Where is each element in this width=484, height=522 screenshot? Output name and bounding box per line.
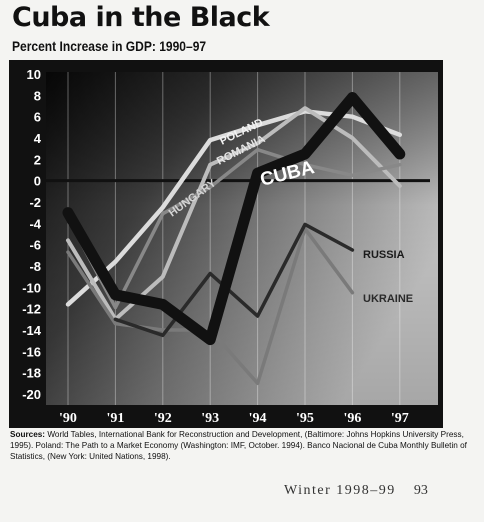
series-line-cuba [62,92,406,346]
x-tick-label: '96 [343,411,361,426]
y-tick-label: 6 [34,110,41,125]
x-tick-label: '90 [59,411,77,426]
y-tick-label: -18 [22,366,41,381]
y-tick-label: -4 [29,216,41,231]
x-tick-label: '94 [249,411,267,426]
x-tick-label: '97 [391,411,409,426]
footer-season: Winter 1998–99 [284,483,396,498]
y-tick-label: -20 [22,387,41,402]
gdp-line-chart: 10 8 6 4 2 0 -2 -4 -6 -8 -10 -12 -14 -16 -18 -20 '90 '91… [9,60,443,428]
y-tick-label: 10 [27,67,41,82]
sources-note: Sources: World Tables, International Ban… [10,429,470,462]
x-tick-label: '92 [154,411,172,426]
chart-title: Cuba in the Black [12,2,270,33]
series-label-ukraine: UKRAINE [363,293,413,305]
y-tick-label: -10 [22,280,41,295]
y-tick-label: 0 [34,174,41,189]
series-label-russia: RUSSIA [363,249,405,261]
y-tick-label: -2 [29,195,41,210]
x-tick-label: '93 [201,411,219,426]
series-line-russia [113,222,355,338]
y-tick-label: 2 [34,152,41,167]
x-tick-label: '91 [106,411,124,426]
series-line-poland [65,109,403,307]
y-tick-label: -12 [22,302,41,317]
y-tick-label: -8 [29,259,41,274]
series-line-romania [66,106,402,322]
sources-text: World Tables, International Bank for Rec… [10,430,467,461]
x-tick-label: '95 [296,411,314,426]
page-number: 93 [413,483,428,498]
y-tick-label: -16 [22,344,41,359]
y-tick-label: 8 [34,88,41,103]
page-footer: Winter 1998–99 93 [284,483,428,499]
y-tick-label: -6 [29,238,41,253]
y-tick-label: -14 [22,323,42,338]
y-tick-label: 4 [34,131,42,146]
sources-label: Sources: [10,430,46,439]
chart-subtitle: Percent Increase in GDP: 1990–97 [12,38,207,54]
